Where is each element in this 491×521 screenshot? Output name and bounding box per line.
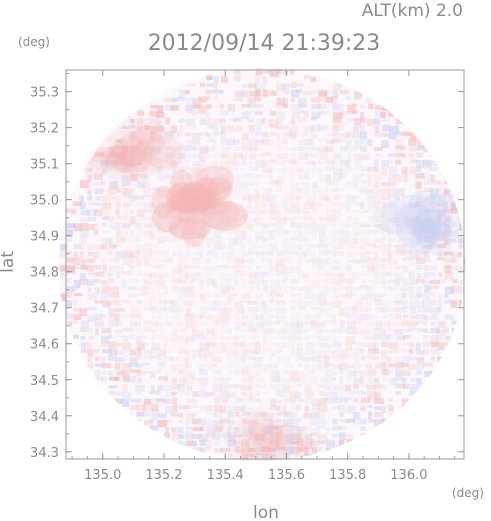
x-unit-label: (deg) [452,486,484,500]
y-tick-label: 34.6 [30,338,59,353]
field-feature-3 [223,397,319,461]
y-tick-label: 35.0 [30,194,59,209]
x-tick-label: 136.0 [390,468,427,483]
y-tick-label: 35.3 [30,86,59,101]
x-tick-label: 135.6 [268,468,305,483]
y-unit-label: (deg) [18,35,50,49]
observation-disk [58,68,466,461]
plot-border [65,69,465,460]
y-tick-label: 34.8 [30,266,59,281]
y-tick-label: 34.5 [30,374,59,389]
y-tick-label: 34.9 [30,230,59,245]
y-tick-label: 34.4 [30,410,59,425]
plot-frame [65,69,465,460]
field-feature-2 [370,189,466,260]
x-tick-label: 135.2 [145,468,182,483]
y-tick-label: 35.1 [30,158,59,173]
x-axis-title: lon [253,503,279,521]
y-axis-title: lat [0,251,18,273]
y-tick-label: 35.2 [30,122,59,137]
x-tick-label: 135.4 [207,468,244,483]
field-cells [58,68,466,461]
field-feature-0 [151,163,248,247]
x-tick-label: 135.8 [329,468,366,483]
radar-field [58,68,466,461]
altitude-label: ALT(km) 2.0 [362,1,463,21]
axis-ticks: 135.0 135.2 135.4 135.6 135.8 136.0 34.3 34.4 34… [30,70,464,483]
y-tick-label: 34.7 [30,302,59,317]
field-feature-1 [80,115,186,195]
x-tick-label: 135.0 [84,468,121,483]
y-tick-label: 34.3 [30,446,59,461]
timestamp-label: 2012/09/14 21:39:23 [148,31,381,56]
